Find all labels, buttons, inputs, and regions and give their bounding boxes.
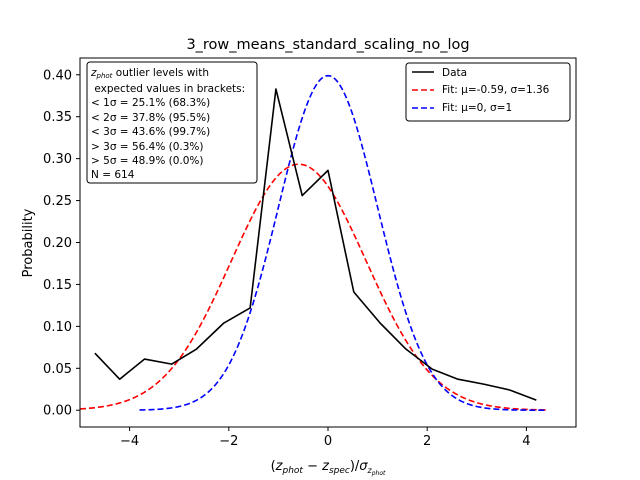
y-tick-label: 0.00 [43,404,72,419]
annotation-title-z: z [90,67,97,79]
y-tick-label: 0.20 [43,236,72,251]
y-tick-label: 0.10 [43,320,72,335]
x-tick-label: 4 [522,434,530,449]
y-tick-label: 0.30 [43,152,72,167]
legend-label-fit-red: Fit: μ=-0.59, σ=1.36 [442,84,550,96]
annotation-line: > 5σ = 48.9% (0.0%) [91,155,204,167]
annotation-line: expected values in brackets: [91,83,245,95]
y-tick-label: 0.40 [43,68,72,83]
legend-label-fit-blue: Fit: μ=0, σ=1 [442,102,512,114]
legend: Data Fit: μ=-0.59, σ=1.36 Fit: μ=0, σ=1 [405,62,571,122]
chart-title: 3_row_means_standard_scaling_no_log [186,37,469,53]
annotation-title: zphot outlier levels with [90,67,209,80]
legend-box [405,62,571,122]
x-axis-label: (zphot − zspec)/σzphot [271,459,386,477]
y-tick-label: 0.35 [43,110,72,125]
fit-blue-line [139,74,547,412]
annotation-title-rest: outlier levels with [112,67,209,79]
legend-label-data: Data [442,67,467,79]
annotation-line: N = 614 [91,169,135,181]
annotation-line: > 3σ = 56.4% (0.3%) [91,141,204,153]
y-tick-label: 0.15 [43,278,72,293]
y-axis: 0.00 0.05 0.10 0.15 0.20 0.25 0.30 0.35 0.40 [43,68,80,419]
x-axis: −4 −2 0 2 4 [120,427,531,449]
annotation-line: < 3σ = 43.6% (99.7%) [91,126,210,138]
annotation-box [86,61,258,184]
x-tick-label: −2 [219,434,238,449]
stats-annotation: zphot outlier levels with expected value… [86,61,258,184]
x-tick-label: 0 [324,434,332,449]
x-tick-label: 2 [423,434,431,449]
annotation-title-sub: phot [96,72,113,80]
data-line [94,88,537,401]
fit-red-line [79,163,547,411]
x-tick-label: −4 [120,434,139,449]
annotation-line: < 1σ = 25.1% (68.3%) [91,97,210,109]
y-axis-label: Probability [21,208,36,277]
y-tick-label: 0.25 [43,194,72,209]
series-layer [79,74,547,412]
annotation-line: < 2σ = 37.8% (95.5%) [91,112,210,124]
y-tick-label: 0.05 [43,362,72,377]
